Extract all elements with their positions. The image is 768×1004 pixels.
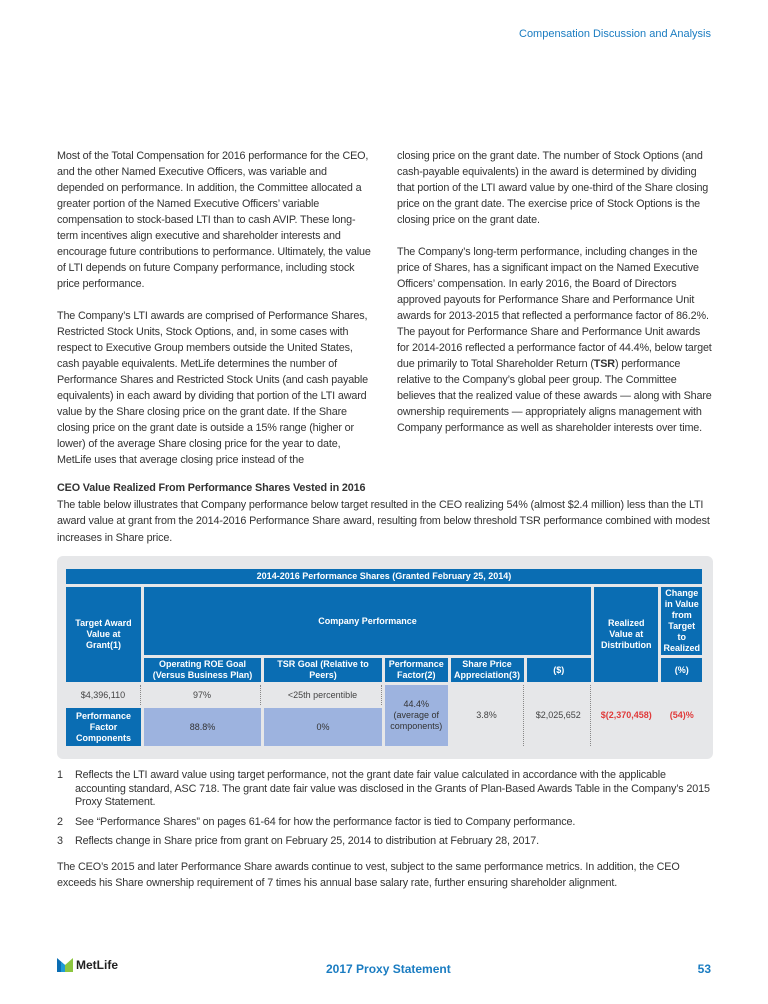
footnote-text: Reflects the LTI award value using targe… — [75, 769, 710, 808]
footer-title: 2017 Proxy Statement — [326, 962, 451, 976]
footnote-number: 2 — [57, 815, 63, 828]
text: The Company’s long-term performance, inc… — [397, 246, 712, 370]
cell: 97% — [144, 685, 262, 705]
cell-change-percent: (54)% — [669, 710, 694, 720]
page-number: 53 — [697, 962, 711, 976]
col-change-in-value: Change in Value from Target to Realized — [661, 587, 702, 655]
footnote: 2 See “Performance Shares” on pages 61-64… — [57, 816, 713, 830]
closing-paragraph: The CEO’s 2015 and later Performance Sha… — [57, 860, 680, 889]
col-realized-value: Realized Value at Distribution — [594, 587, 659, 682]
metlife-logo-icon — [57, 958, 73, 972]
cell-perf-factor: 44.4% (average of components) — [384, 685, 448, 746]
footnote: 3 Reflects change in Share price from gra… — [57, 835, 713, 849]
metlife-logo: MetLife — [57, 958, 118, 972]
col-share-price: Share Price Appreciation(3) — [450, 658, 524, 682]
section-title: CEO Value Realized From Performance Shar… — [57, 482, 366, 494]
two-column-body: Most of the Total Compensation for 2016 … — [57, 148, 713, 468]
running-header: Compensation Discussion and Analysis — [519, 28, 711, 40]
col-company-performance: Company Performance — [143, 587, 591, 655]
cell: $4,396,110 — [66, 685, 141, 705]
paragraph: The Company’s long-term performance, inc… — [397, 244, 713, 436]
right-column: closing price on the grant date. The num… — [397, 148, 713, 436]
table-panel: 2014-2016 Performance Shares (Granted Fe… — [57, 556, 713, 759]
footnote-number: 1 — [57, 769, 63, 781]
section: CEO Value Realized From Performance Shar… — [57, 480, 713, 546]
logo-text: MetLife — [76, 958, 118, 972]
footnotes: 1 Reflects the LTI award value using targ… — [57, 769, 713, 891]
footnote-text: See “Performance Shares” on pages 61-64 … — [75, 815, 576, 828]
paragraph: The Company’s LTI awards are comprised o… — [57, 310, 369, 466]
footnote-text: Reflects change in Share price from gran… — [75, 835, 539, 847]
cell-change-dollar: $(2,370,458) — [600, 710, 652, 720]
performance-shares-table: 2014-2016 Performance Shares (Granted Fe… — [63, 566, 705, 749]
cell: 88.8% — [143, 708, 262, 746]
tsr-abbr: TSR — [593, 358, 615, 370]
left-column: Most of the Total Compensation for 2016 … — [57, 148, 373, 468]
row-label: Performance Factor Components — [66, 708, 141, 746]
cell: 3.8% — [451, 685, 524, 746]
cell: $2,025,652 — [527, 685, 591, 746]
col-target-award: Target Award Value at Grant(1) — [66, 587, 141, 682]
table-title: 2014-2016 Performance Shares (Granted Fe… — [66, 569, 702, 584]
col-dollar: ($) — [526, 658, 591, 682]
value: 44.4% — [403, 699, 430, 709]
footnote-number: 3 — [57, 835, 63, 847]
note: (average of components) — [390, 710, 443, 731]
section-intro: The table below illustrates that Company… — [57, 498, 710, 544]
content-flow: Most of the Total Compensation for 2016 … — [57, 148, 713, 891]
col-roe-goal: Operating ROE Goal (Versus Business Plan… — [143, 658, 262, 682]
col-percent: (%) — [661, 658, 702, 682]
footnote: 1 Reflects the LTI award value using targ… — [57, 769, 713, 810]
cell: 0% — [264, 708, 382, 746]
col-perf-factor: Performance Factor(2) — [384, 658, 448, 682]
col-tsr-goal: TSR Goal (Relative to Peers) — [264, 658, 382, 682]
cell: <25th percentible — [264, 685, 382, 705]
text: ) performance relative to the Company’s … — [397, 358, 712, 434]
paragraph: closing price on the grant date. The num… — [397, 150, 709, 226]
paragraph: Most of the Total Compensation for 2016 … — [57, 150, 371, 290]
